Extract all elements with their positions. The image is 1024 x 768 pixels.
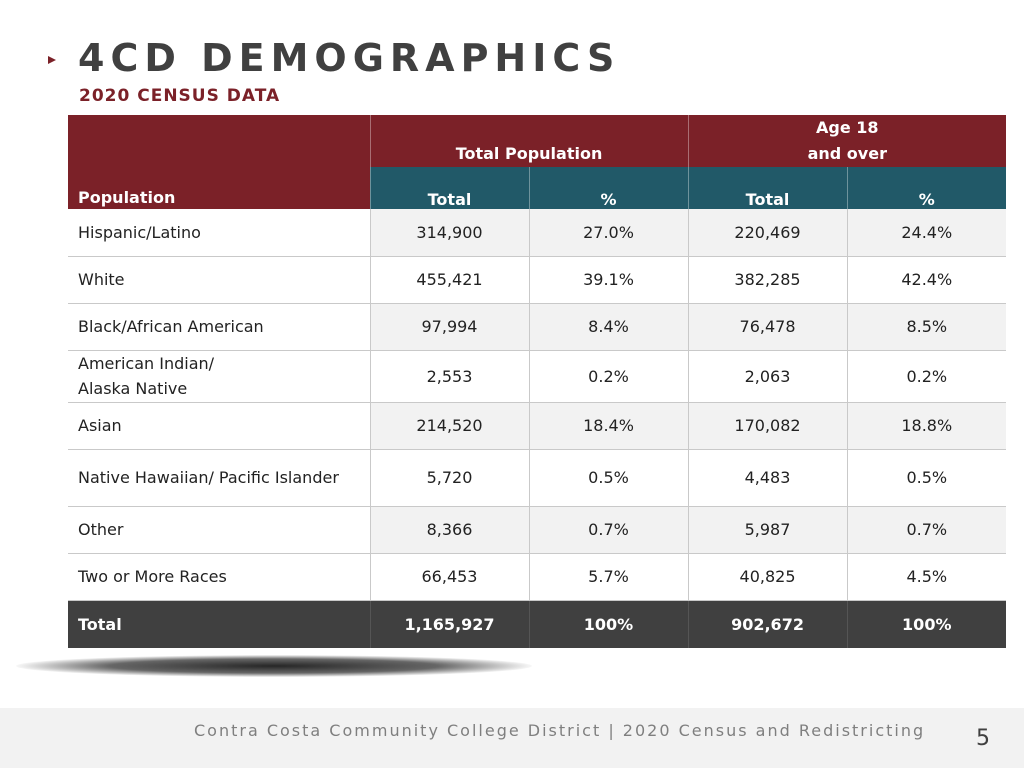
cell-total-population-total: 97,994: [369, 303, 529, 351]
total-population-percent: 100%: [528, 600, 689, 648]
cell-age-18-total: 4,483: [687, 449, 848, 507]
row-label-line2: Alaska Native: [78, 379, 188, 398]
cell-age-18-total: 382,285: [687, 256, 848, 304]
page-subtitle: 2020 CENSUS DATA: [79, 86, 281, 106]
table-header-group-row: Population Total Population Age 18 and o…: [68, 115, 1007, 209]
page-title: 4CD DEMOGRAPHICS: [78, 36, 621, 80]
row-label: Two or More Races: [68, 553, 370, 601]
header-age-18-line2: and over: [807, 144, 887, 163]
table-row: Black/African American 97,994 8.4% 76,47…: [68, 303, 1007, 351]
row-label: Hispanic/Latino: [68, 209, 370, 257]
cell-total-population-total: 2,553: [369, 350, 529, 403]
header-population: Population: [68, 115, 370, 209]
row-label: Black/African American: [68, 303, 370, 351]
cell-age-18-percent: 4.5%: [846, 553, 1007, 601]
cell-total-population-total: 8,366: [369, 506, 529, 554]
footer-bar: [0, 708, 1024, 768]
cell-age-18-total: 2,063: [687, 350, 848, 403]
cell-age-18-total: 76,478: [687, 303, 848, 351]
cell-total-population-total: 214,520: [369, 402, 529, 450]
subheader-total-population-percent: %: [528, 167, 689, 209]
row-label: Native Hawaiian/ Pacific Islander: [68, 449, 370, 507]
table-row: Native Hawaiian/ Pacific Islander 5,720 …: [68, 449, 1007, 507]
table-shadow: [16, 655, 532, 677]
demographics-table: Population Total Population Age 18 and o…: [68, 115, 1007, 648]
header-age-18-over: Age 18 and over: [687, 115, 1007, 167]
total-row-label: Total: [68, 600, 370, 648]
cell-age-18-percent: 0.7%: [846, 506, 1007, 554]
row-label: White: [68, 256, 370, 304]
table-row: Asian 214,520 18.4% 170,082 18.8%: [68, 402, 1007, 450]
cell-total-population-percent: 8.4%: [528, 303, 689, 351]
cell-age-18-total: 170,082: [687, 402, 848, 450]
table-total-row: Total 1,165,927 100% 902,672 100%: [68, 600, 1007, 648]
cell-age-18-percent: 0.2%: [846, 350, 1007, 403]
subheader-age-18-total: Total: [687, 167, 848, 209]
cell-age-18-percent: 18.8%: [846, 402, 1007, 450]
cell-total-population-percent: 5.7%: [528, 553, 689, 601]
cell-total-population-percent: 18.4%: [528, 402, 689, 450]
cell-total-population-percent: 0.2%: [528, 350, 689, 403]
page-number: 5: [976, 726, 990, 751]
title-bullet-icon: [48, 56, 56, 64]
subheader-age-18-percent: %: [846, 167, 1007, 209]
total-age-18-total: 902,672: [687, 600, 848, 648]
subheader-total-population-total: Total: [369, 167, 529, 209]
cell-total-population-percent: 39.1%: [528, 256, 689, 304]
header-age-18-line1: Age 18: [816, 118, 879, 137]
row-label: Asian: [68, 402, 370, 450]
total-age-18-percent: 100%: [846, 600, 1007, 648]
cell-age-18-total: 220,469: [687, 209, 848, 257]
table-row: Other 8,366 0.7% 5,987 0.7%: [68, 506, 1007, 554]
cell-total-population-total: 66,453: [369, 553, 529, 601]
cell-total-population-percent: 0.7%: [528, 506, 689, 554]
header-total-population: Total Population: [369, 115, 689, 167]
cell-age-18-total: 5,987: [687, 506, 848, 554]
total-population-total: 1,165,927: [369, 600, 529, 648]
cell-total-population-total: 5,720: [369, 449, 529, 507]
cell-total-population-total: 314,900: [369, 209, 529, 257]
cell-total-population-percent: 0.5%: [528, 449, 689, 507]
table-row: Hispanic/Latino 314,900 27.0% 220,469 24…: [68, 209, 1007, 257]
table-row: American Indian/ Alaska Native 2,553 0.2…: [68, 350, 1007, 403]
cell-age-18-percent: 42.4%: [846, 256, 1007, 304]
table-row: Two or More Races 66,453 5.7% 40,825 4.5…: [68, 553, 1007, 601]
row-label: American Indian/ Alaska Native: [68, 350, 370, 403]
table-subheader-row: Total % Total %: [68, 167, 1007, 209]
cell-total-population-percent: 27.0%: [528, 209, 689, 257]
cell-age-18-percent: 24.4%: [846, 209, 1007, 257]
cell-total-population-total: 455,421: [369, 256, 529, 304]
row-label-line1: American Indian/: [78, 354, 215, 373]
cell-age-18-total: 40,825: [687, 553, 848, 601]
footer-text: Contra Costa Community College District …: [194, 721, 926, 740]
cell-age-18-percent: 8.5%: [846, 303, 1007, 351]
cell-age-18-percent: 0.5%: [846, 449, 1007, 507]
row-label: Other: [68, 506, 370, 554]
table-row: White 455,421 39.1% 382,285 42.4%: [68, 256, 1007, 304]
